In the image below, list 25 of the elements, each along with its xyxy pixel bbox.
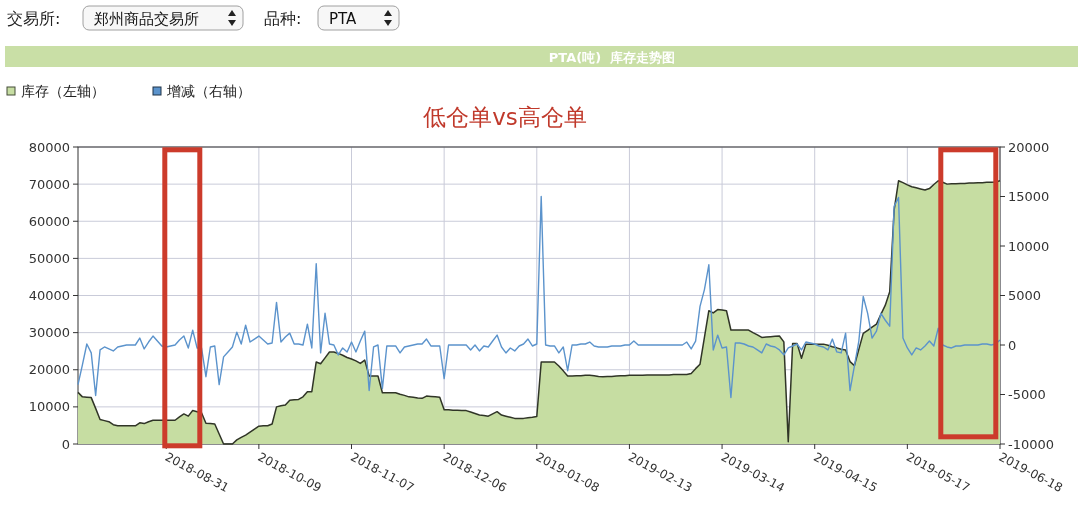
dropdown: PTA xyxy=(317,5,400,31)
text: 品种: xyxy=(264,9,302,28)
y2-tick-label: 0 xyxy=(1008,337,1017,353)
y2-tick-label: -5000 xyxy=(1008,387,1046,403)
legend-label: 库存（左轴） xyxy=(21,83,105,99)
y-tick-label: 50000 xyxy=(28,250,70,266)
y-tick-label: 70000 xyxy=(28,176,70,192)
y-tick-label: 80000 xyxy=(28,139,70,155)
y2-tick-label: 5000 xyxy=(1008,288,1042,304)
chart-title: PTA(吨) 库存走势图 xyxy=(548,49,676,65)
dropdown: 郑州商品交易所 xyxy=(82,5,244,31)
y2-tick-label: 10000 xyxy=(1008,238,1050,254)
legend-label: 增减（右轴） xyxy=(166,83,251,99)
text: 交易所: xyxy=(7,9,61,28)
y-tick-label: 10000 xyxy=(28,399,70,415)
y2-tick-label: -10000 xyxy=(1008,436,1055,452)
line-series xyxy=(77,195,1001,399)
y-tick-label: 0 xyxy=(61,436,70,452)
chart-subtitle: 低仓单vs高仓单 xyxy=(423,104,587,130)
y-tick-label: 60000 xyxy=(28,213,70,229)
y2-tick-label: 20000 xyxy=(1008,139,1050,155)
y-tick-label: 20000 xyxy=(28,362,70,378)
y2-tick-label: 15000 xyxy=(1008,189,1050,205)
y-tick-label: 30000 xyxy=(28,325,70,341)
y-tick-label: 40000 xyxy=(28,288,70,304)
